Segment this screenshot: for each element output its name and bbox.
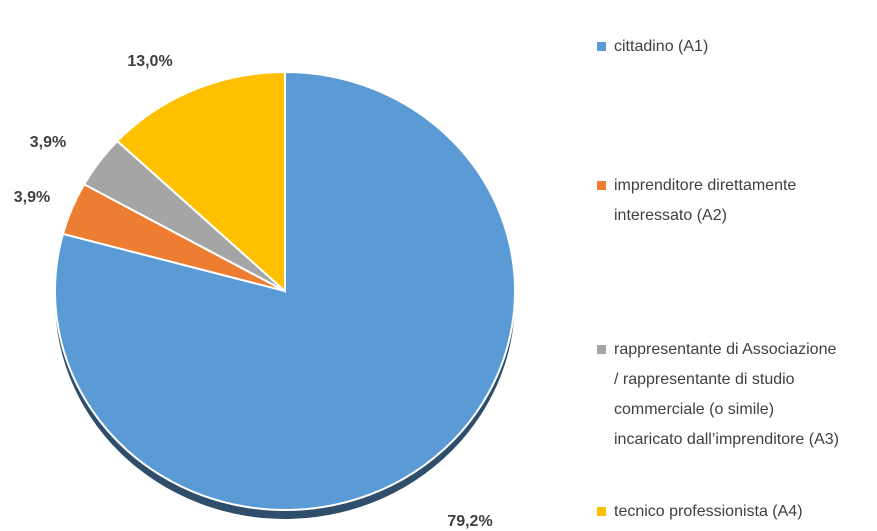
legend-swatch bbox=[597, 42, 606, 51]
legend-swatch bbox=[597, 181, 606, 190]
slice bbox=[54, 70, 516, 511]
data-label: 79,2% bbox=[447, 513, 492, 530]
slice bbox=[115, 70, 286, 294]
legend-swatch bbox=[597, 507, 606, 516]
legend-swatch bbox=[597, 345, 606, 354]
data-label: 3,9% bbox=[30, 134, 66, 151]
legend-label: cittadino (A1) bbox=[614, 38, 709, 55]
data-label: 3,9% bbox=[14, 189, 50, 206]
legend-label: imprenditore direttamente interessato (A… bbox=[614, 177, 797, 224]
legend-label: rappresentante di Associazione / rappres… bbox=[614, 341, 839, 448]
data-label: 13,0% bbox=[127, 53, 172, 70]
legend-label: tecnico professionista (A4) bbox=[614, 503, 803, 520]
